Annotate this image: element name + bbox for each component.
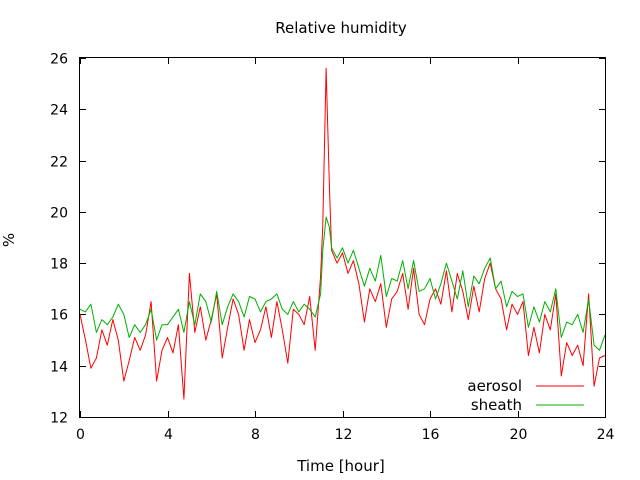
y-tick-label: 16 bbox=[50, 308, 68, 324]
x-tick-label: 4 bbox=[164, 427, 173, 443]
plot-frame bbox=[79, 57, 606, 418]
x-tick-label: 20 bbox=[510, 427, 528, 443]
y-tick-label: 18 bbox=[50, 257, 68, 273]
legend: aerosol sheath bbox=[467, 377, 584, 414]
chart-title: Relative humidity bbox=[275, 19, 407, 37]
x-axis-ticks: 0 4 8 12 16 20 24 bbox=[76, 58, 614, 443]
y-tick-label: 22 bbox=[50, 155, 68, 171]
x-tick-label: 0 bbox=[76, 427, 85, 443]
series-line-sheath bbox=[79, 216, 606, 351]
y-tick-label: 14 bbox=[50, 360, 68, 376]
y-axis-ticks: 12 14 16 18 20 22 24 26 bbox=[50, 52, 605, 427]
x-tick-label: 8 bbox=[251, 427, 260, 443]
y-tick-label: 26 bbox=[50, 52, 68, 68]
x-tick-label: 16 bbox=[422, 427, 440, 443]
x-axis-label: Time [hour] bbox=[296, 457, 385, 475]
series-line-aerosol bbox=[79, 67, 606, 400]
x-tick-label: 12 bbox=[335, 427, 353, 443]
y-tick-label: 20 bbox=[50, 206, 68, 222]
y-axis-label: % bbox=[0, 233, 18, 247]
y-tick-label: 24 bbox=[50, 103, 68, 119]
legend-label-aerosol: aerosol bbox=[467, 377, 522, 395]
y-tick-label: 12 bbox=[50, 411, 68, 427]
legend-label-sheath: sheath bbox=[471, 396, 522, 414]
series-layer bbox=[79, 67, 606, 400]
x-tick-label: 24 bbox=[597, 427, 615, 443]
